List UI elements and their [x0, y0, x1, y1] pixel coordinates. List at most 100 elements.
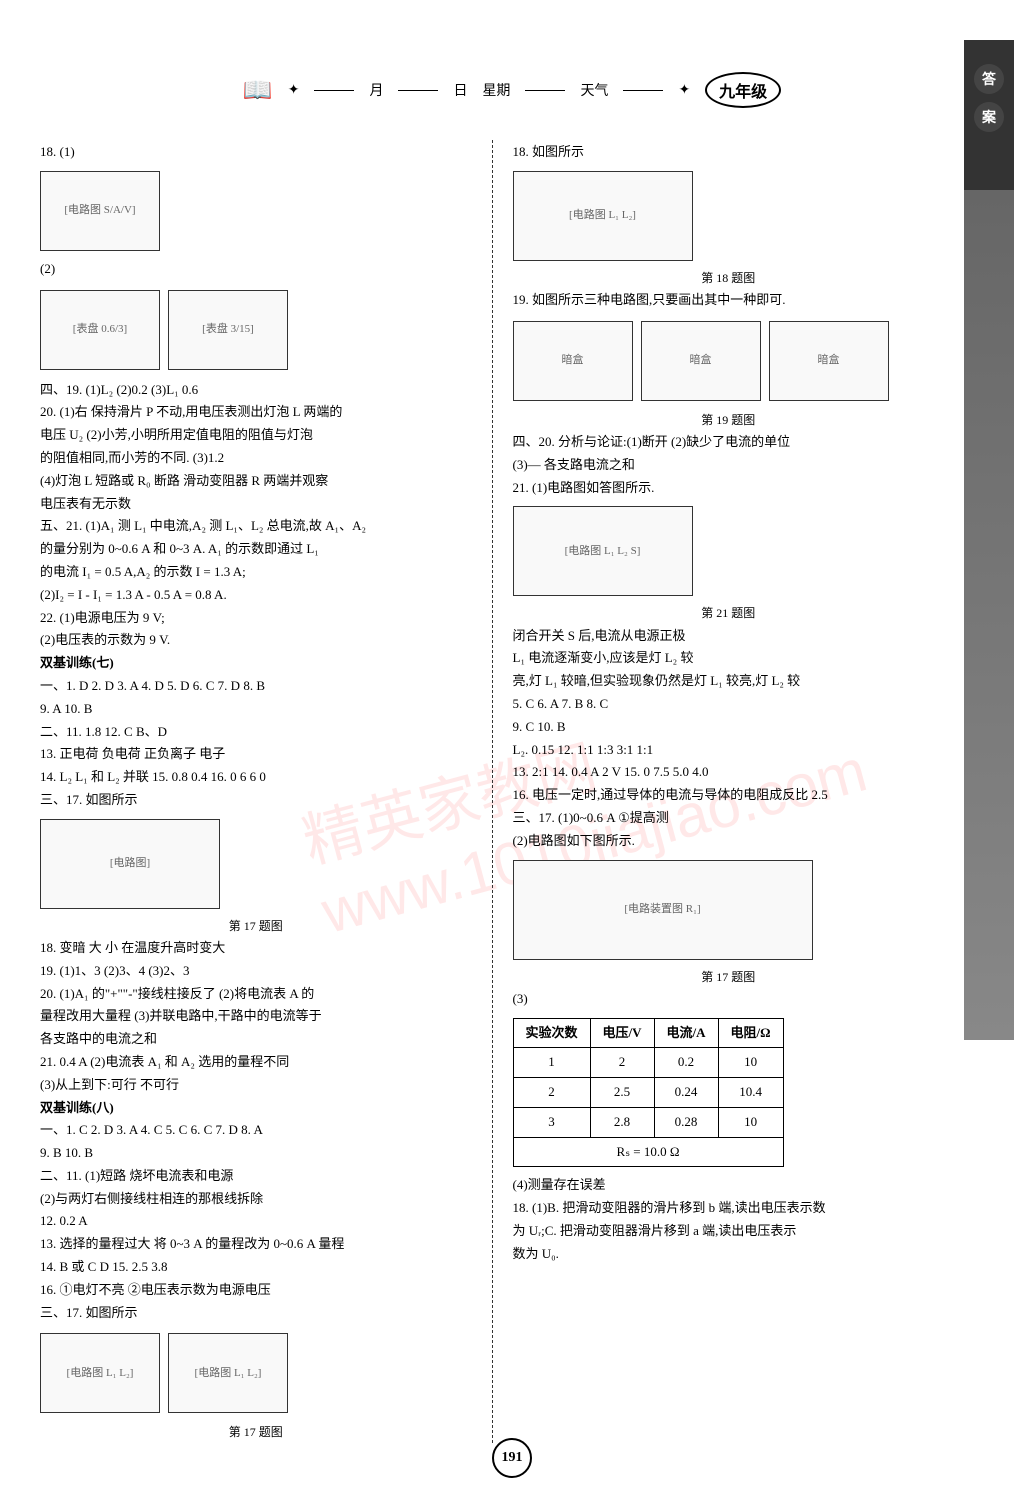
td: 0.2: [654, 1048, 718, 1078]
r-q21-extra3: 亮,灯 L₁ 较暗,但实验现象仍然是灯 L₁ 较亮,灯 L₂ 较: [513, 671, 945, 692]
td: 2: [590, 1048, 654, 1078]
r-q18: 18. 如图所示: [513, 142, 945, 163]
table-header-row: 实验次数 电压/V 电流/A 电阻/Ω: [513, 1018, 783, 1048]
q22-line2: (2)电压表的示数为 9 V.: [40, 630, 472, 651]
r-q19: 19. 如图所示三种电路图,只要画出其中一种即可.: [513, 290, 945, 311]
q18-1: 18. (1): [40, 142, 472, 163]
r-sec3b: (2)电路图如下图所示.: [513, 831, 945, 852]
q20-line3: 的阻值相同,而小芳的不同. (3)1.2: [40, 448, 472, 469]
q19: 19. (1)1、3 (2)3、4 (3)2、3: [40, 961, 472, 982]
page-header: 📖 ✦ 月 日 星期 天气 ✦ 九年级: [0, 50, 1024, 130]
t7-line1: 一、1. D 2. D 3. A 4. D 5. D 6. C 7. D 8. …: [40, 676, 472, 697]
r-q18b-2: 为 Uᵣ;C. 把滑动变阻器滑片移到 a 端,读出电压表示: [513, 1221, 945, 1242]
td: 0.28: [654, 1107, 718, 1137]
r-q21-extra1: 闭合开关 S 后,电流从电源正极: [513, 626, 945, 647]
q20-line2: 电压 U₂ (2)小芳,小明所用定值电阻的阻值与灯泡: [40, 425, 472, 446]
td: 10.4: [718, 1078, 783, 1108]
sec4-19: 四、19. (1)L₂ (2)0.2 (3)L₁ 0.6: [40, 380, 472, 401]
left-column: 18. (1) [电路图 S/A/V] (2) [表盘 0.6/3] [表盘 3…: [40, 140, 472, 1443]
r-q3: (3): [513, 989, 945, 1010]
star-icon: ✦: [288, 82, 300, 99]
book-icon: 📖: [243, 76, 273, 105]
circuit-fig-17: [电路图]: [40, 819, 220, 909]
r-q18b-3: 数为 U₀.: [513, 1244, 945, 1265]
t8-line1: 一、1. C 2. D 3. A 4. C 5. C 6. C 7. D 8. …: [40, 1120, 472, 1141]
circuit-fig-17b-2: [电路图 L₁ L₂]: [168, 1333, 288, 1413]
sec5-line1: 五、21. (1)A₁ 测 L₁ 中电流,A₂ 测 L₁、L₂ 总电流,故 A₁…: [40, 516, 472, 537]
circuit-fig-21: [电路图 L₁ L₂ S]: [513, 506, 693, 596]
t7-line2: 二、11. 1.8 12. C B、D: [40, 722, 472, 743]
td: 10: [718, 1048, 783, 1078]
answer-sidebar: 答 案: [964, 40, 1014, 1040]
table-row: 1 2 0.2 10: [513, 1048, 783, 1078]
td: 10: [718, 1107, 783, 1137]
training8-title: 双基训练(八): [40, 1098, 472, 1119]
t8-line14: 14. B 或 C D 15. 2.5 3.8: [40, 1257, 472, 1278]
sec5-line2: 的量分别为 0~0.6 A 和 0~3 A. A₁ 的示数即通过 L₁: [40, 539, 472, 560]
q20-line1: 20. (1)右 保持滑片 P 不动,用电压表测出灯泡 L 两端的: [40, 402, 472, 423]
r-tans: 5. C 6. A 7. B 8. C: [513, 694, 945, 715]
table-row: 3 2.8 0.28 10: [513, 1107, 783, 1137]
page-number: 191: [492, 1438, 532, 1478]
td-footer: Rₛ = 10.0 Ω: [513, 1137, 783, 1167]
q22-line1: 22. (1)电源电压为 9 V;: [40, 608, 472, 629]
t8-line12: 12. 0.2 A: [40, 1211, 472, 1232]
td: 2: [513, 1078, 590, 1108]
r-sec4b: (3)— 各支路电流之和: [513, 455, 945, 476]
t7-line3: 三、17. 如图所示: [40, 790, 472, 811]
column-divider: [492, 140, 493, 1443]
q20b-line2: 量程改用大量程 (3)并联电路中,干路中的电流等于: [40, 1006, 472, 1027]
th-2: 电流/A: [654, 1018, 718, 1048]
td: 3: [513, 1107, 590, 1137]
r-t13: 13. 2:1 14. 0.4 A 2 V 15. 0 7.5 5.0 4.0: [513, 762, 945, 783]
t8-line16: 16. ①电灯不亮 ②电压表示数为电源电压: [40, 1280, 472, 1301]
meter-fig-b: [表盘 3/15]: [168, 290, 288, 370]
td: 0.24: [654, 1078, 718, 1108]
q20-line4: (4)灯泡 L 短路或 R₀ 断路 滑动变阻器 R 两端并观察: [40, 471, 472, 492]
t8-line3: 三、17. 如图所示: [40, 1303, 472, 1324]
r-q21-extra2: L₁ 电流逐渐变小,应该是灯 L₂ 较: [513, 648, 945, 669]
q20-line5: 电压表有无示数: [40, 494, 472, 515]
grade-badge: 九年级: [705, 72, 781, 108]
r-q21: 21. (1)电路图如答图所示.: [513, 478, 945, 499]
q18-2: (2): [40, 259, 472, 280]
td: 2.8: [590, 1107, 654, 1137]
t8-line1b: 9. B 10. B: [40, 1143, 472, 1164]
q18b: 18. 变暗 大 小 在温度升高时变大: [40, 938, 472, 959]
t8-line13: 13. 选择的量程过大 将 0~3 A 的量程改为 0~0.6 A 量程: [40, 1234, 472, 1255]
training7-title: 双基训练(七): [40, 653, 472, 674]
fig19r-caption: 第 19 题图: [513, 411, 945, 430]
r-t11: L₂. 0.15 12. 1:1 1:3 3:1 1:1: [513, 740, 945, 761]
table-row: 2 2.5 0.24 10.4: [513, 1078, 783, 1108]
t7-line1b: 9. A 10. B: [40, 699, 472, 720]
circuit-fig-18r: [电路图 L₁ L₂]: [513, 171, 693, 261]
t8-line2: 二、11. (1)短路 烧坏电流表和电源: [40, 1166, 472, 1187]
t7-line13: 13. 正电荷 负电荷 正负离子 电子: [40, 744, 472, 765]
fig21-caption: 第 21 题图: [513, 604, 945, 623]
q21b-line1: 21. 0.4 A (2)电流表 A₁ 和 A₂ 选用的量程不同: [40, 1052, 472, 1073]
t8-line2b: (2)与两灯右侧接线柱相连的那根线拆除: [40, 1189, 472, 1210]
weekday-label: 星期: [482, 80, 510, 100]
td: 1: [513, 1048, 590, 1078]
right-column: 18. 如图所示 [电路图 L₁ L₂] 第 18 题图 19. 如图所示三种电…: [513, 140, 945, 1443]
q20b-line1: 20. (1)A₁ 的"+""-"接线柱接反了 (2)将电流表 A 的: [40, 984, 472, 1005]
main-content: 18. (1) [电路图 S/A/V] (2) [表盘 0.6/3] [表盘 3…: [40, 140, 944, 1443]
month-label: 月: [369, 80, 383, 100]
fig17-caption: 第 17 题图: [40, 917, 472, 936]
weather-label: 天气: [580, 80, 608, 100]
darkbox-fig-1: 暗盒: [513, 321, 633, 401]
sec5-line3: 的电流 I₁ = 0.5 A,A₂ 的示数 I = 1.3 A;: [40, 562, 472, 583]
r-q4: (4)测量存在误差: [513, 1175, 945, 1196]
td: 2.5: [590, 1078, 654, 1108]
r-t16: 16. 电压一定时,通过导体的电流与导体的电阻成反比 2.5: [513, 785, 945, 806]
fig18r-caption: 第 18 题图: [513, 269, 945, 288]
th-0: 实验次数: [513, 1018, 590, 1048]
r-sec4: 四、20. 分析与论证:(1)断开 (2)缺少了电流的单位: [513, 432, 945, 453]
q20b-line3: 各支路中的电流之和: [40, 1029, 472, 1050]
experiment-table: 实验次数 电压/V 电流/A 电阻/Ω 1 2 0.2 10 2 2.5 0.2…: [513, 1018, 784, 1168]
th-3: 电阻/Ω: [718, 1018, 783, 1048]
r-tans2: 9. C 10. B: [513, 717, 945, 738]
table-footer-row: Rₛ = 10.0 Ω: [513, 1137, 783, 1167]
t7-line14: 14. L₂ L₁ 和 L₂ 并联 15. 0.8 0.4 16. 0 6 6 …: [40, 767, 472, 788]
meter-fig-a: [表盘 0.6/3]: [40, 290, 160, 370]
